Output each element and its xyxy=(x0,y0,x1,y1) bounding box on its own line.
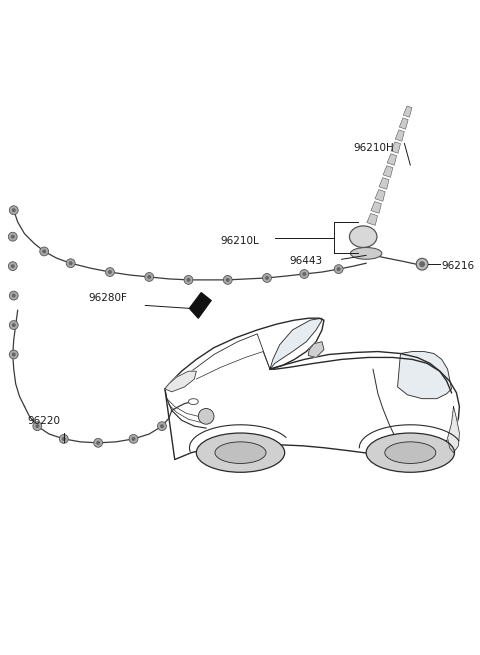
Circle shape xyxy=(160,424,164,428)
Circle shape xyxy=(12,323,16,327)
Circle shape xyxy=(187,278,191,282)
Ellipse shape xyxy=(385,442,436,464)
Circle shape xyxy=(36,424,39,428)
Circle shape xyxy=(106,268,114,276)
Circle shape xyxy=(12,352,16,356)
Text: 96210H: 96210H xyxy=(353,143,394,153)
Circle shape xyxy=(96,441,100,445)
Circle shape xyxy=(33,422,42,430)
Circle shape xyxy=(226,278,230,282)
Circle shape xyxy=(302,272,306,276)
Circle shape xyxy=(145,272,154,282)
Polygon shape xyxy=(403,106,412,117)
Circle shape xyxy=(94,438,103,447)
Circle shape xyxy=(9,291,18,300)
Circle shape xyxy=(11,264,15,268)
Circle shape xyxy=(300,270,309,278)
Circle shape xyxy=(40,247,48,256)
Circle shape xyxy=(198,409,214,424)
Text: 96280F: 96280F xyxy=(88,293,127,303)
Circle shape xyxy=(419,261,425,267)
Polygon shape xyxy=(397,352,452,399)
Ellipse shape xyxy=(196,433,285,472)
Polygon shape xyxy=(399,118,408,129)
Ellipse shape xyxy=(350,248,382,259)
Polygon shape xyxy=(383,166,393,178)
Circle shape xyxy=(129,434,138,443)
Polygon shape xyxy=(391,142,400,153)
Circle shape xyxy=(9,350,18,359)
Circle shape xyxy=(9,206,18,215)
Circle shape xyxy=(12,208,16,212)
Text: 96216: 96216 xyxy=(442,261,475,271)
Polygon shape xyxy=(395,130,404,141)
Text: 96443: 96443 xyxy=(289,256,323,266)
Circle shape xyxy=(11,234,15,238)
Circle shape xyxy=(147,275,151,279)
Polygon shape xyxy=(165,371,196,392)
Circle shape xyxy=(12,293,16,297)
Polygon shape xyxy=(375,189,385,201)
Circle shape xyxy=(8,233,17,241)
Circle shape xyxy=(223,276,232,284)
Circle shape xyxy=(336,267,341,271)
Ellipse shape xyxy=(366,433,455,472)
Circle shape xyxy=(42,250,46,253)
Polygon shape xyxy=(448,407,459,453)
Text: 96220: 96220 xyxy=(27,416,60,426)
Polygon shape xyxy=(270,318,322,369)
Polygon shape xyxy=(387,154,396,165)
Polygon shape xyxy=(190,293,211,318)
Polygon shape xyxy=(367,214,378,225)
Circle shape xyxy=(416,258,428,270)
Ellipse shape xyxy=(215,442,266,464)
Circle shape xyxy=(157,422,167,430)
Circle shape xyxy=(334,265,343,274)
Text: 96210L: 96210L xyxy=(221,236,260,246)
Circle shape xyxy=(8,262,17,271)
Circle shape xyxy=(263,274,271,282)
Polygon shape xyxy=(308,342,324,358)
Circle shape xyxy=(9,321,18,329)
Polygon shape xyxy=(379,178,389,189)
Circle shape xyxy=(69,261,72,265)
Polygon shape xyxy=(371,202,382,214)
Circle shape xyxy=(184,276,193,284)
Circle shape xyxy=(62,437,66,441)
Circle shape xyxy=(66,259,75,268)
Circle shape xyxy=(60,434,68,443)
Circle shape xyxy=(132,437,135,441)
Ellipse shape xyxy=(349,226,377,248)
Circle shape xyxy=(265,276,269,280)
Circle shape xyxy=(108,270,112,274)
